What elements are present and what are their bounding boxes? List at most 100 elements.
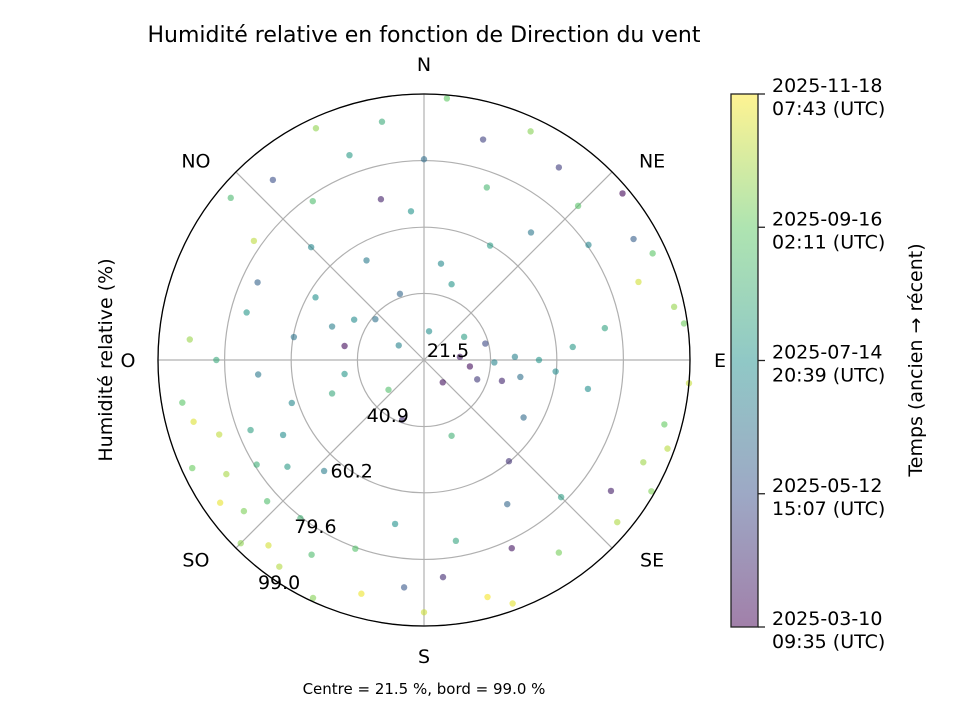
data-point (190, 418, 197, 425)
data-point (452, 537, 460, 545)
y-axis-label: Humidité relative (%) (95, 258, 117, 461)
data-point (341, 370, 348, 378)
radial-tick-label: 40.9 (367, 405, 409, 427)
data-point (227, 194, 234, 202)
grid-spoke (423, 359, 613, 549)
data-point (400, 584, 408, 591)
data-point (269, 176, 277, 184)
data-point (399, 416, 406, 423)
direction-label-e: E (714, 350, 726, 372)
data-point (297, 515, 304, 522)
data-point (504, 500, 511, 508)
colorbar-tick-time: 02:11 (UTC) (772, 231, 885, 253)
data-point (607, 487, 615, 495)
data-point (661, 421, 668, 428)
data-point (247, 426, 254, 434)
footnote: Centre = 21.5 %, bord = 99.0 % (303, 680, 546, 698)
data-point (309, 594, 317, 602)
data-point (352, 545, 359, 552)
data-point (448, 281, 455, 288)
chart-title: Humidité relative en fonction de Directi… (148, 23, 701, 48)
data-point (420, 156, 428, 163)
colorbar-tick-date: 2025-07-14 (772, 342, 882, 364)
data-point (505, 458, 513, 465)
data-point (569, 343, 576, 351)
colorbar-tick-date: 2025-05-12 (772, 475, 882, 497)
data-point (284, 463, 291, 470)
data-point (320, 467, 328, 475)
direction-label-ne: NE (639, 150, 665, 172)
direction-labels: N NE E SE S SO O NO (121, 54, 726, 668)
data-point (341, 342, 348, 350)
data-point (460, 333, 468, 341)
data-point (290, 333, 298, 341)
data-point (407, 208, 415, 215)
data-point (253, 461, 260, 468)
data-point (377, 196, 385, 203)
data-point (664, 445, 671, 452)
data-point (378, 118, 386, 125)
data-point (527, 229, 535, 236)
radial-tick-labels: 21.5 40.9 60.2 79.6 99.0 (258, 340, 469, 594)
data-point (312, 294, 319, 301)
data-point (307, 243, 315, 251)
data-point (223, 470, 230, 478)
colorbar (731, 94, 758, 627)
data-point (396, 290, 404, 298)
data-point (254, 371, 262, 378)
data-point (555, 164, 563, 171)
data-point (243, 309, 250, 316)
data-point (439, 573, 447, 581)
data-point (189, 464, 196, 472)
direction-label-n: N (417, 54, 431, 76)
data-point (557, 493, 565, 501)
data-point (483, 184, 491, 191)
data-point (391, 520, 399, 528)
data-point (486, 242, 494, 249)
data-point (640, 459, 647, 466)
radial-tick-label: 79.6 (294, 516, 336, 538)
data-point (535, 356, 543, 364)
data-point (517, 373, 524, 381)
direction-label-so: SO (182, 550, 209, 572)
data-point (276, 563, 283, 570)
data-point (328, 390, 336, 397)
data-point (619, 190, 626, 197)
data-point (179, 399, 186, 406)
colorbar-tick-date: 2025-09-16 (772, 208, 882, 230)
data-point (448, 432, 455, 439)
data-point (479, 136, 487, 143)
data-point (456, 353, 464, 361)
data-point (509, 600, 516, 607)
data-point (250, 237, 258, 245)
data-point (216, 499, 224, 506)
colorbar-tick-time: 09:35 (UTC) (772, 631, 885, 653)
data-point (527, 128, 534, 135)
data-point (648, 488, 655, 495)
colorbar-tick-time: 20:39 (UTC) (772, 365, 885, 387)
data-point (585, 241, 592, 249)
data-point (186, 336, 193, 343)
data-point (555, 549, 563, 556)
colorbar-tick-time: 15:07 (UTC) (772, 498, 885, 520)
data-point (279, 431, 287, 439)
data-point (511, 353, 519, 361)
data-point (601, 324, 609, 332)
colorbar-tick-date: 2025-11-18 (772, 75, 882, 97)
data-point (346, 151, 353, 159)
data-point (574, 202, 582, 210)
data-point (680, 320, 688, 327)
polar-grid (157, 93, 691, 627)
data-point (614, 518, 621, 526)
data-point (350, 316, 358, 323)
radial-tick-label: 99.0 (258, 572, 300, 594)
data-point (482, 340, 489, 347)
colorbar-tick-date: 2025-03-10 (772, 608, 882, 630)
data-point (395, 342, 402, 349)
data-point (372, 315, 379, 323)
data-point (265, 542, 272, 549)
data-point (649, 250, 656, 257)
data-point (443, 95, 451, 102)
data-point (670, 303, 678, 311)
